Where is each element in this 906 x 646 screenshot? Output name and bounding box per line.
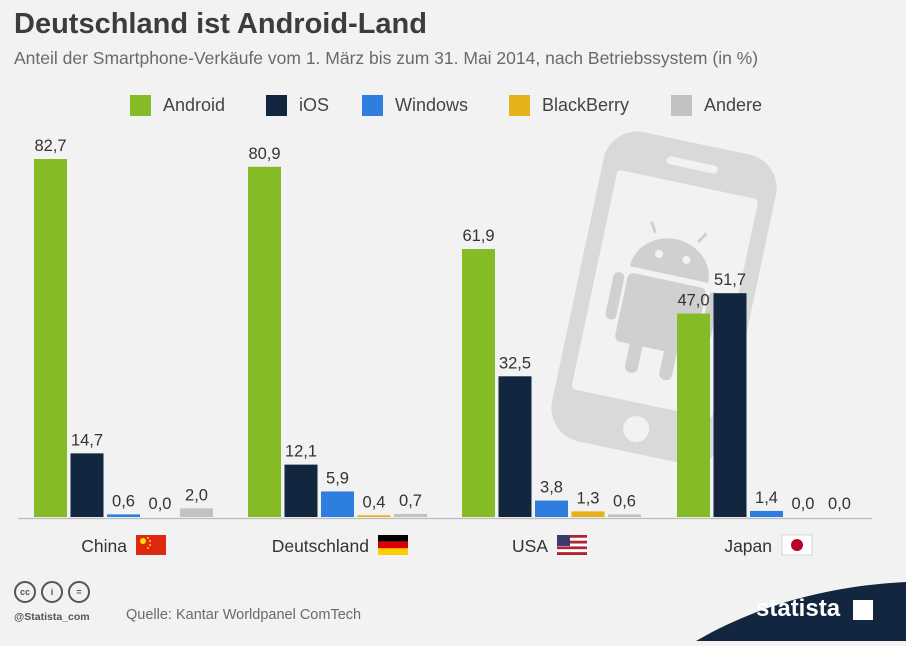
attribution-icon: i xyxy=(41,581,63,603)
value-label-china-blackberry: 0,0 xyxy=(149,495,172,513)
bar-group xyxy=(34,159,783,517)
value-labels: 82,7 14,7 0,6 0,0 2,0 80,9 12,1 5,9 0,4 0,7 61,9 32… xyxy=(34,137,851,513)
legend-label: BlackBerry xyxy=(542,94,630,115)
value-label-china-android: 82,7 xyxy=(34,137,66,155)
category-label-usa: USA xyxy=(512,536,548,556)
value-label-usa-blackberry: 1,3 xyxy=(577,489,600,507)
value-label-japan-andere: 0,0 xyxy=(828,495,851,513)
category-label-deutschland: Deutschland xyxy=(272,536,369,556)
legend-item-android: Android xyxy=(130,92,225,118)
legend-swatch xyxy=(362,94,383,116)
bar-china-andere xyxy=(180,508,213,517)
value-label-china-ios: 14,7 xyxy=(71,431,103,449)
license-icons: cc i = xyxy=(14,581,95,603)
bar-japan-ios xyxy=(713,293,747,517)
bar-deutschland-windows xyxy=(321,491,354,517)
bar-usa-blackberry xyxy=(571,511,605,517)
category-label-china: China xyxy=(81,536,127,556)
bar-usa-android xyxy=(462,249,495,517)
brand-logo-text[interactable]: statista xyxy=(756,595,841,622)
value-label-deutschland-android: 80,9 xyxy=(248,145,280,163)
bar-china-android xyxy=(34,159,67,517)
value-label-china-andere: 2,0 xyxy=(185,486,208,504)
legend-swatch xyxy=(509,94,530,116)
chart-legend: Android iOS Windows BlackBerry Andere xyxy=(0,92,906,118)
legend-label: Android xyxy=(163,94,226,115)
value-label-japan-android: 47,0 xyxy=(677,292,709,310)
flag-usa-icon xyxy=(557,535,587,555)
footer-band-shape xyxy=(696,582,906,641)
bar-china-ios xyxy=(70,453,104,517)
value-label-usa-android: 61,9 xyxy=(462,227,494,245)
value-label-deutschland-andere: 0,7 xyxy=(399,492,422,510)
legend-item-windows: Windows xyxy=(362,92,468,118)
category-labels: China Deutschland USA Japan xyxy=(81,536,772,556)
value-label-deutschland-blackberry: 0,4 xyxy=(363,493,386,511)
legend-swatch xyxy=(266,94,287,116)
value-label-usa-andere: 0,6 xyxy=(613,492,636,510)
flag-deutschland-icon xyxy=(378,535,408,555)
bar-japan-windows xyxy=(750,510,783,517)
legend-item-andere: Andere xyxy=(671,92,762,118)
value-label-usa-ios: 32,5 xyxy=(499,354,531,372)
category-label-japan: Japan xyxy=(724,536,772,556)
bar-china-windows xyxy=(107,514,140,517)
legend-label: iOS xyxy=(299,94,330,115)
footer-handle: @Statista_com xyxy=(14,611,90,623)
page-subtitle: Anteil der Smartphone-Verkäufe vom 1. Mä… xyxy=(14,48,759,68)
bar-usa-ios xyxy=(498,376,532,517)
legend-swatch xyxy=(130,94,151,116)
value-label-japan-blackberry: 0,0 xyxy=(792,495,815,513)
legend-label: Andere xyxy=(704,94,763,115)
legend-label: Windows xyxy=(395,94,469,115)
cc-icon: cc xyxy=(14,581,36,603)
smartphone-background-icon xyxy=(551,131,777,465)
page-title: Deutschland ist Android-Land xyxy=(14,8,427,40)
flag-japan-icon xyxy=(781,534,813,556)
flag-china-icon xyxy=(136,535,166,555)
value-label-deutschland-windows: 5,9 xyxy=(326,469,349,487)
value-label-china-windows: 0,6 xyxy=(112,492,135,510)
bar-deutschland-blackberry xyxy=(357,515,391,517)
footer-source: Quelle: Kantar Worldpanel ComTech xyxy=(126,607,362,623)
bar-deutschland-andere xyxy=(394,513,427,517)
footer-brand-band xyxy=(696,582,906,641)
bar-deutschland-ios xyxy=(284,464,318,517)
bar-japan-android xyxy=(677,313,710,517)
bar-usa-windows xyxy=(535,500,568,517)
value-label-japan-ios: 51,7 xyxy=(714,271,746,289)
bar-usa-andere xyxy=(608,514,641,517)
no-derivatives-icon: = xyxy=(68,581,90,603)
flags xyxy=(136,534,813,556)
legend-item-ios: iOS xyxy=(266,92,329,118)
bar-deutschland-android xyxy=(248,166,281,517)
value-label-deutschland-ios: 12,1 xyxy=(285,443,317,461)
legend-item-blackberry: BlackBerry xyxy=(509,92,629,118)
value-label-japan-windows: 1,4 xyxy=(755,489,778,507)
brand-logo-icon xyxy=(853,600,873,620)
legend-swatch xyxy=(671,94,692,116)
value-label-usa-windows: 3,8 xyxy=(540,479,563,497)
